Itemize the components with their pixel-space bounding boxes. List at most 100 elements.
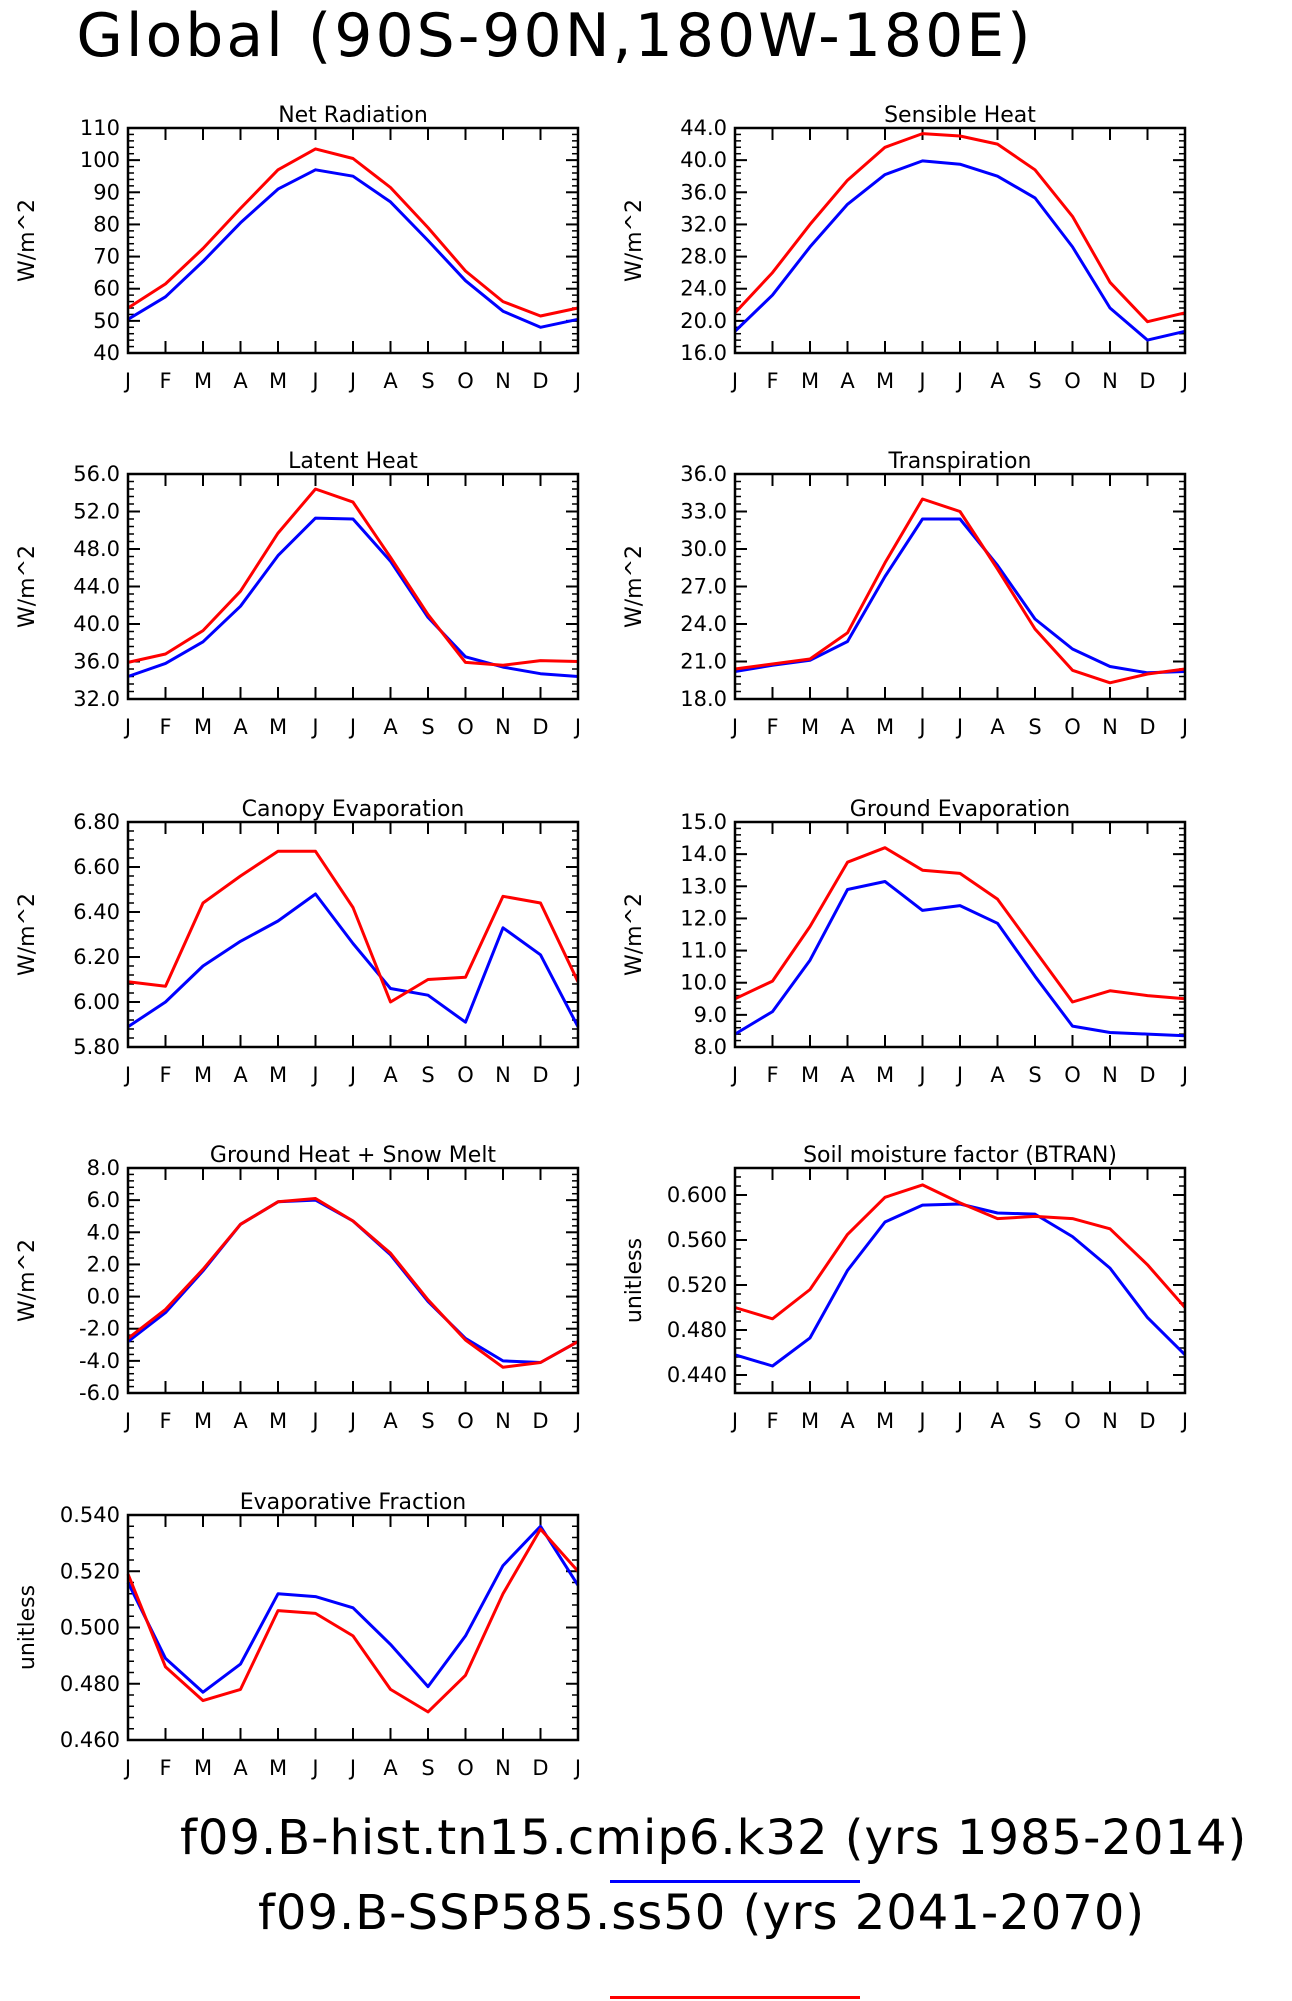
x-tick-label: M [194, 1756, 212, 1780]
y-tick-label: 8.0 [694, 1035, 727, 1059]
x-tick-label: A [383, 715, 398, 739]
y-tick-label: -4.0 [79, 1349, 120, 1373]
x-tick-label: S [421, 369, 434, 393]
y-tick-label: 6.60 [73, 855, 120, 879]
x-tick-label: J [348, 1409, 356, 1433]
series-line-ssp585 [127, 849, 580, 1004]
x-tick-label: M [876, 715, 894, 739]
y-tick-label: 90 [93, 180, 120, 204]
y-tick-label: 44.0 [73, 575, 120, 599]
y-tick-label: 0.480 [60, 1672, 120, 1696]
x-tick-label: J [123, 1409, 131, 1433]
x-tick-label: N [495, 369, 511, 393]
x-tick-label: A [383, 369, 398, 393]
y-tick-label: 50 [93, 309, 120, 333]
x-tick-label: D [1139, 1063, 1155, 1087]
x-tick-label: J [917, 715, 925, 739]
y-tick-label: 18.0 [680, 687, 727, 711]
x-tick-label: M [194, 1409, 212, 1433]
legend-swatch-ssp585 [610, 1996, 860, 1999]
chart-panel-sensible-heat: Sensible Heat W/m^2 16.0 20.0 24.0 28.0 32.0 36… [622, 103, 1188, 393]
y-tick-label: 6.40 [73, 900, 120, 924]
x-tick-label: M [269, 1063, 287, 1087]
y-tick-label: 13.0 [680, 874, 727, 898]
x-tick-label: J [310, 1756, 318, 1780]
plot-frame [126, 472, 580, 701]
x-tick-label: D [1139, 369, 1155, 393]
x-tick-label: N [495, 715, 511, 739]
chart-panel-transpiration: Transpiration W/m^2 18.0 21.0 24.0 27.0 30.0 33… [622, 449, 1188, 739]
y-tick-label: 70 [93, 245, 120, 269]
y-tick-label: 2.0 [87, 1252, 120, 1276]
y-axis-label: W/m^2 [15, 199, 40, 282]
x-tick-label: A [840, 369, 855, 393]
x-tick-label: J [955, 1409, 963, 1433]
plot-frame [126, 1166, 580, 1395]
chart-title: Evaporative Fraction [240, 1490, 466, 1515]
chart-panel-canopy-evaporation: Canopy Evaporation W/m^2 5.80 6.00 6.20 6.40 6… [15, 797, 581, 1087]
x-tick-label: J [573, 1063, 581, 1087]
x-tick-label: S [1028, 369, 1041, 393]
x-tick-label: F [766, 369, 778, 393]
chart-title: Soil moisture factor (BTRAN) [803, 1143, 1117, 1168]
chart-panel-ground-heat-snow-melt: Ground Heat + Snow Melt W/m^2 -6.0 -4.0 -2.0… [15, 1143, 581, 1433]
x-tick-label: D [1139, 1409, 1155, 1433]
y-tick-label: 8.0 [87, 1156, 120, 1180]
y-tick-label: 24.0 [680, 612, 727, 636]
x-tick-label: M [194, 369, 212, 393]
x-tick-label: O [457, 1756, 474, 1780]
x-tick-label: J [573, 1756, 581, 1780]
y-tick-label: 20.0 [680, 309, 727, 333]
x-tick-label: J [310, 369, 318, 393]
x-tick-label: J [1180, 369, 1188, 393]
y-tick-label: 6.00 [73, 990, 120, 1014]
x-tick-label: J [348, 715, 356, 739]
series-line-historical [734, 1202, 1187, 1368]
y-tick-label: 6.80 [73, 810, 120, 834]
series-line-ssp585 [734, 1183, 1187, 1321]
plot-frame [733, 820, 1187, 1049]
y-axis-label: unitless [622, 1238, 647, 1323]
series-line-historical [127, 168, 579, 329]
x-tick-label: M [194, 715, 212, 739]
y-tick-label: 24.0 [680, 277, 727, 301]
x-tick-label: D [532, 715, 548, 739]
x-tick-label: N [1102, 1409, 1118, 1433]
x-tick-label: J [348, 1063, 356, 1087]
x-tick-label: D [1139, 715, 1155, 739]
y-tick-label: 27.0 [680, 575, 727, 599]
y-tick-label: 56.0 [73, 462, 120, 486]
chart-panel-soil-moisture-factor-btran: Soil moisture factor (BTRAN) unitless 0.44… [622, 1143, 1188, 1433]
chart-title: Transpiration [888, 449, 1032, 474]
x-tick-label: A [383, 1756, 398, 1780]
x-tick-label: A [383, 1063, 398, 1087]
x-tick-label: M [876, 369, 894, 393]
x-tick-label: A [233, 1063, 248, 1087]
x-tick-label: J [730, 1409, 738, 1433]
y-tick-label: 36.0 [73, 650, 120, 674]
y-tick-label: 0.520 [60, 1559, 120, 1583]
x-tick-label: O [457, 1409, 474, 1433]
y-axis-label: W/m^2 [622, 199, 647, 282]
x-tick-label: O [1064, 715, 1081, 739]
series-line-historical [733, 159, 1186, 342]
x-tick-label: F [159, 369, 171, 393]
y-tick-label: 32.0 [73, 687, 120, 711]
y-tick-label: 11.0 [680, 939, 727, 963]
x-tick-label: A [840, 715, 855, 739]
x-tick-label: M [194, 1063, 212, 1087]
x-tick-label: A [990, 1409, 1005, 1433]
series-line-historical [126, 1524, 580, 1694]
y-tick-label: 0.520 [667, 1273, 727, 1297]
chart-title: Sensible Heat [884, 103, 1036, 128]
x-tick-label: S [421, 1756, 434, 1780]
x-tick-label: J [917, 369, 925, 393]
x-tick-label: O [1064, 1409, 1081, 1433]
y-tick-label: 33.0 [680, 500, 727, 524]
plot-frame [126, 1513, 580, 1742]
y-axis-label: W/m^2 [15, 893, 40, 976]
chart-title: Canopy Evaporation [242, 797, 465, 822]
x-tick-label: A [233, 369, 248, 393]
plot-frame [126, 820, 580, 1049]
